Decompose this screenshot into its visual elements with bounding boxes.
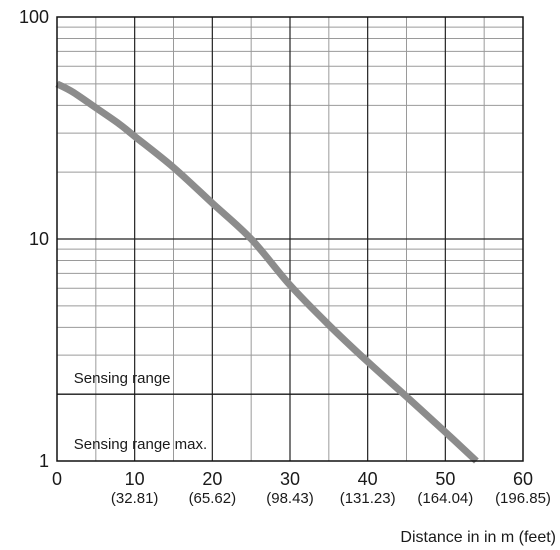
series-line [55,80,479,464]
x-tick-label: 50 [435,469,455,489]
x-tick-label: 60 [513,469,533,489]
x-tick-sublabel: (98.43) [266,490,314,507]
x-tick-sublabel: (164.04) [417,490,473,507]
band-labels: Sensing range Sensing range max. [74,370,207,453]
x-tick-label: 10 [125,469,145,489]
x-tick-sublabel: (32.81) [111,490,159,507]
major-grid [57,17,523,461]
series-layer [55,80,479,464]
annotation-label: Sensing range [74,370,171,387]
y-tick-label: 10 [29,229,49,249]
y-tick-label: 1 [39,451,49,471]
x-tick-sublabel: (196.85) [495,490,551,507]
x-tick-sublabel: (131.23) [340,490,396,507]
x-tick-label: 30 [280,469,300,489]
plot-border [56,16,524,462]
annotation-label: Sensing range max. [74,436,207,453]
x-tick-label: 0 [52,469,62,489]
plot-frame [56,16,524,462]
x-tick-label: 40 [358,469,378,489]
x-tick-labels: 0 10(32.81) 20(65.62) 30(98.43) 40(131.23) 50… [52,469,551,507]
x-tick-label: 20 [202,469,222,489]
y-tick-label: 100 [19,7,49,27]
x-axis-title: Distance in in m (feet) [400,529,556,546]
x-tick-sublabel: (65.62) [189,490,237,507]
y-tick-labels: 1 10 100 [19,7,49,471]
